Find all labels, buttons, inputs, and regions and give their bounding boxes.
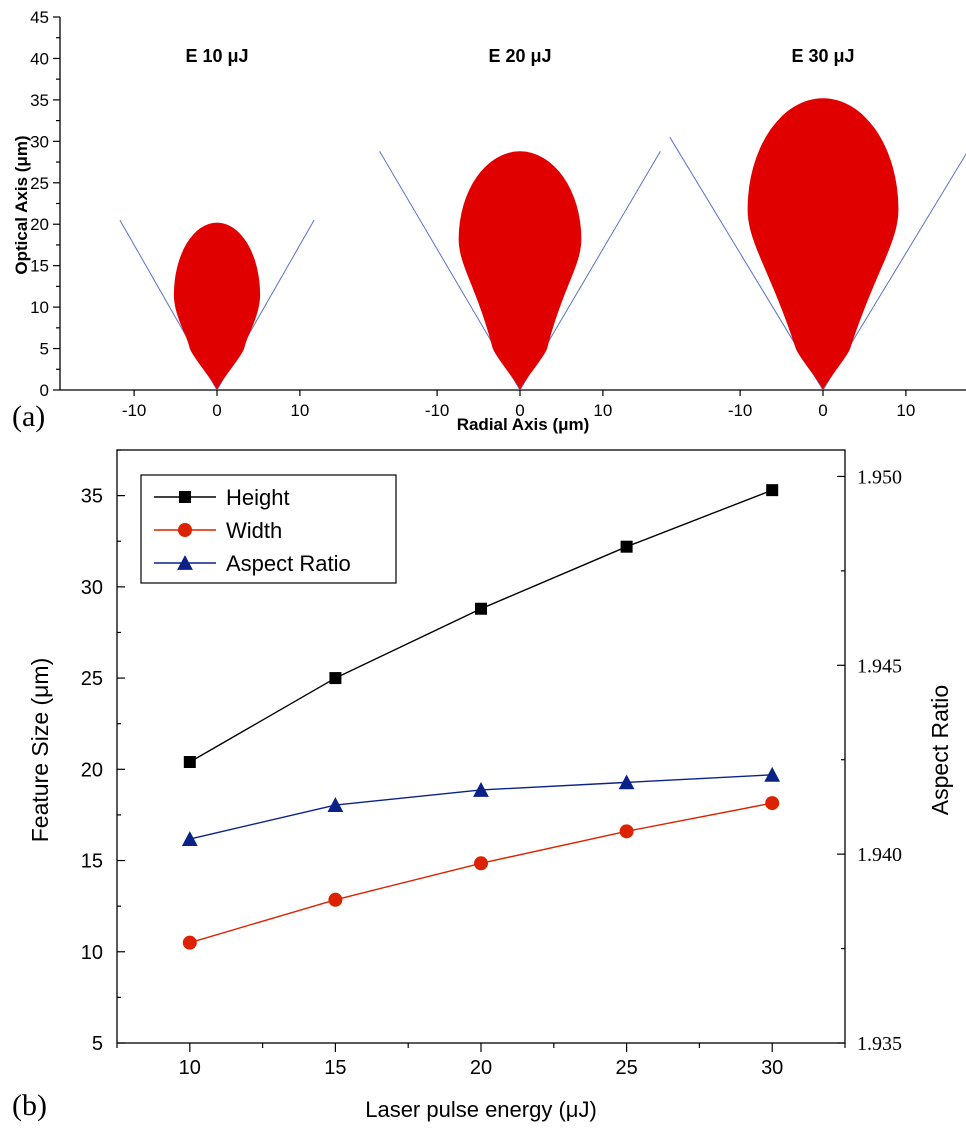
b-x-axis-title: Laser pulse energy (μJ) xyxy=(365,1097,597,1122)
b-y-tick-label: 20 xyxy=(81,759,103,781)
b-point-aspect-ratio xyxy=(181,831,198,846)
a-y-tick-label: 40 xyxy=(30,49,49,68)
b-x-tick-label: 15 xyxy=(324,1057,346,1079)
b-y2-tick-label: 1.950 xyxy=(857,466,902,488)
b-legend-marker xyxy=(178,523,192,537)
a-y-axis-title: Optical Axis (μm) xyxy=(12,135,31,274)
a-y-tick-label: 15 xyxy=(30,257,49,276)
a-y-tick-label: 45 xyxy=(30,8,49,27)
a-x-tick-label: 10 xyxy=(896,401,915,420)
chart-a-droplet-profiles: 0 5 10 15 20 25 30 35 40 45 E 10 μJ -10 0 10 E 20 μJ -1… xyxy=(12,8,966,434)
a-panel-title: E 20 μJ xyxy=(488,46,551,66)
b-y-tick-label: 25 xyxy=(81,668,103,690)
b-x-tick-label: 20 xyxy=(470,1057,492,1079)
b-point-width xyxy=(474,856,488,871)
b-y2-tick-label: 1.945 xyxy=(857,655,902,677)
a-droplet-30uj xyxy=(747,98,899,391)
b-point-height xyxy=(620,540,633,553)
a-droplet-10uj xyxy=(173,222,261,390)
a-y-tick-label: 35 xyxy=(30,91,49,110)
b-y-axis-title: Feature Size (μm) xyxy=(27,658,53,843)
b-point-width xyxy=(619,824,634,839)
a-x-tick-label: 0 xyxy=(818,401,827,420)
b-point-width xyxy=(328,892,343,907)
a-y-tick-label: 0 xyxy=(40,381,49,400)
b-point-height xyxy=(475,602,487,615)
b-point-aspect-ratio xyxy=(618,774,635,790)
b-point-width xyxy=(182,935,197,950)
b-point-aspect-ratio xyxy=(764,766,781,782)
b-x-tick-label: 25 xyxy=(615,1057,637,1079)
b-y-tick-label: 35 xyxy=(81,486,103,508)
b-x-tick-label: 30 xyxy=(761,1057,783,1079)
b-point-aspect-ratio xyxy=(473,782,489,797)
b-legend-marker xyxy=(179,491,191,503)
b-y-tick-label: 10 xyxy=(81,942,103,964)
a-panel-label: (a) xyxy=(12,400,45,433)
b-y2-tick-label: 1.935 xyxy=(857,1033,902,1055)
a-x-tick-label: -10 xyxy=(122,401,147,420)
a-x-tick-label: -10 xyxy=(728,401,753,420)
chart-b-feature-size-vs-energy: 5 10 15 20 25 30 35 1.935 1.940 1.945 1.950 10 15 20 2… xyxy=(12,449,953,1122)
a-x-tick-label: -10 xyxy=(425,401,450,420)
a-y-tick-label: 25 xyxy=(30,174,49,193)
a-x-tick-label: 10 xyxy=(290,401,309,420)
b-legend-label: Width xyxy=(226,518,282,543)
a-panel-title: E 10 μJ xyxy=(185,46,248,66)
b-legend: Height Width Aspect Ratio xyxy=(140,474,397,584)
b-x-tick-label: 10 xyxy=(179,1057,201,1079)
b-y-tick-label: 30 xyxy=(81,577,103,599)
a-x-axis-title: Radial Axis (μm) xyxy=(457,415,590,434)
b-point-height xyxy=(766,484,779,497)
a-panel-title: E 30 μJ xyxy=(791,46,854,66)
a-droplet-20uj xyxy=(458,151,582,390)
a-x-tick-label: 10 xyxy=(593,401,612,420)
b-legend-label: Aspect Ratio xyxy=(226,551,351,576)
b-y-tick-label: 5 xyxy=(92,1033,103,1055)
b-point-aspect-ratio xyxy=(327,797,344,812)
a-y-tick-label: 30 xyxy=(30,132,49,151)
a-x-tick-label: 0 xyxy=(515,401,524,420)
b-series-line-width xyxy=(189,802,773,944)
b-legend-marker xyxy=(177,555,193,570)
b-point-height xyxy=(329,672,342,685)
b-panel-label: (b) xyxy=(12,1089,47,1122)
b-legend-label: Height xyxy=(226,485,290,510)
b-y2-tick-label: 1.940 xyxy=(857,844,902,866)
a-y-tick-label: 5 xyxy=(40,340,49,359)
b-y2-axis-title: Aspect Ratio xyxy=(927,685,953,815)
a-x-tick-label: 0 xyxy=(212,401,221,420)
a-y-tick-label: 10 xyxy=(30,298,49,317)
b-point-width xyxy=(765,796,780,811)
a-y-tick-label: 20 xyxy=(30,215,49,234)
b-point-height xyxy=(183,756,196,769)
b-y-tick-label: 15 xyxy=(81,851,103,873)
